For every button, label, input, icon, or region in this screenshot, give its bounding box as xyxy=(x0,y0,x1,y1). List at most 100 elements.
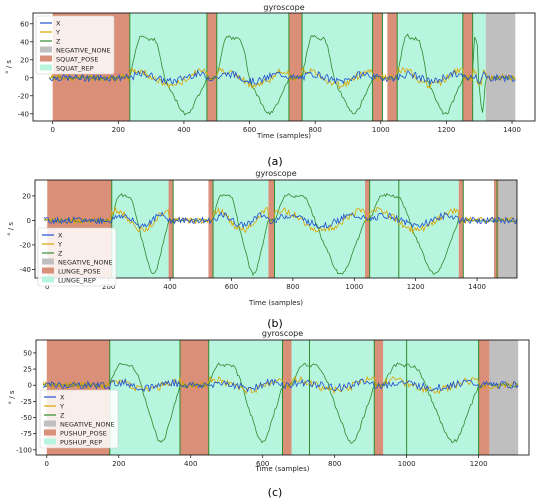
x-tick-label: 600 xyxy=(225,283,238,291)
negative-region xyxy=(489,340,519,455)
x-tick-label: 200 xyxy=(112,460,125,468)
rep-region xyxy=(129,13,207,121)
series-line-z xyxy=(44,192,517,277)
y-tick-label: 20 xyxy=(22,192,31,200)
x-tick-label: 800 xyxy=(328,460,341,468)
pose-region xyxy=(179,340,209,455)
pose-region xyxy=(493,180,499,278)
y-tick-label: 0 xyxy=(27,217,31,225)
pose-region xyxy=(282,340,292,455)
y-tick-label: -20 xyxy=(20,241,31,249)
y-tick-label: -75 xyxy=(21,430,32,438)
x-tick-label: 400 xyxy=(184,460,197,468)
legend-box xyxy=(39,389,119,449)
x-tick-label: 1200 xyxy=(470,460,488,468)
pose-region xyxy=(268,180,275,278)
x-tick-label: 600 xyxy=(256,460,269,468)
y-tick-label: -50 xyxy=(21,414,32,422)
legend-label-y: Y xyxy=(55,29,60,37)
pose-region xyxy=(206,13,217,121)
y-tick-label: 0 xyxy=(28,382,32,390)
pose-region xyxy=(168,180,174,278)
legend-patch-rep xyxy=(42,276,54,283)
x-tick-label: 0 xyxy=(50,126,54,134)
axes-frame xyxy=(34,179,518,279)
legend-box xyxy=(35,15,115,75)
y-tick-label: 25 xyxy=(23,366,32,374)
x-tick-label: 1000 xyxy=(398,460,416,468)
series-line-x xyxy=(42,377,519,393)
y-axis-label: ° / s xyxy=(5,60,13,74)
y-tick-label: 20 xyxy=(20,56,29,64)
legend-patch-rep xyxy=(44,438,56,445)
legend-label-rep: PUSHUP_REP xyxy=(60,439,102,447)
chart-title: gyroscope xyxy=(263,3,304,12)
pose-region xyxy=(288,13,303,121)
negative-region xyxy=(485,13,516,121)
chart-title: gyroscope xyxy=(262,329,303,338)
pose-region xyxy=(208,180,214,278)
y-tick-label: 50 xyxy=(23,349,32,357)
x-tick-label: 1200 xyxy=(437,126,455,134)
pose-region xyxy=(387,13,398,121)
x-axis-label: Time (samples) xyxy=(256,132,311,140)
pose-region xyxy=(374,340,384,455)
y-tick-label: -40 xyxy=(20,266,31,274)
chart-panel-c: 0 200 400 600 800 1000 1200 -100 -75 -50 -25 0 25 50 g… xyxy=(8,329,530,499)
y-axis-label: ° / s xyxy=(8,390,16,404)
legend-label-negative: NEGATIVE_NONE xyxy=(58,259,113,267)
legend-label-rep: LUNGE_REP xyxy=(58,277,96,285)
panel-caption: (a) xyxy=(267,155,282,168)
legend-label-pose: PUSHUP_POSE xyxy=(60,430,107,438)
series-line-x xyxy=(43,211,517,229)
x-tick-label: 1400 xyxy=(468,283,486,291)
pose-region xyxy=(478,340,490,455)
y-tick-label: -25 xyxy=(21,398,32,406)
pose-region xyxy=(458,180,464,278)
legend-patch-pose xyxy=(44,429,56,436)
x-tick-label: 800 xyxy=(286,283,299,291)
series-line-y xyxy=(42,375,519,395)
x-tick-label: 800 xyxy=(308,126,321,134)
series-line-y xyxy=(44,206,517,235)
x-tick-label: 400 xyxy=(163,283,176,291)
x-tick-label: 1200 xyxy=(407,283,425,291)
pose-region xyxy=(462,13,473,121)
x-tick-label: 1000 xyxy=(345,283,363,291)
chart-panel-b: 0 200 400 600 800 1000 1200 1400 -40 -20 0 20 gyrosc… xyxy=(7,169,518,330)
plot-area xyxy=(42,340,519,455)
panel-caption: (b) xyxy=(267,317,283,330)
x-tick-label: 200 xyxy=(112,126,125,134)
y-tick-label: 60 xyxy=(20,20,29,28)
chart-panel-a: 0 200 400 600 800 1000 1200 1400 -40 -20 0 20 40 60 gy… xyxy=(5,3,536,168)
x-tick-label: 1400 xyxy=(503,126,521,134)
y-tick-label: 40 xyxy=(20,38,29,46)
y-tick-label: -40 xyxy=(18,110,29,118)
rep-region xyxy=(397,13,463,121)
x-tick-label: 0 xyxy=(45,283,49,291)
y-tick-label: -20 xyxy=(18,92,29,100)
legend-label-x: X xyxy=(60,394,65,402)
x-axis-label: Time (samples) xyxy=(255,465,310,473)
rep-region xyxy=(302,13,373,121)
legend-label-pose: SQUAT_POSE xyxy=(56,56,98,64)
panel-caption: (c) xyxy=(268,486,283,499)
legend-patch-negative xyxy=(42,258,54,265)
y-axis-label: ° / s xyxy=(7,222,15,236)
chart-title: gyroscope xyxy=(255,169,296,178)
series-line-z xyxy=(42,362,519,444)
legend-label-z: Z xyxy=(60,412,65,420)
rep-region xyxy=(216,13,289,121)
axes-frame xyxy=(35,339,530,456)
x-axis-label: Time (samples) xyxy=(248,299,303,307)
x-tick-label: 600 xyxy=(243,126,256,134)
legend-label-rep: SQUAT_REP xyxy=(56,65,94,73)
negative-region xyxy=(498,180,517,278)
x-tick-label: 200 xyxy=(102,283,115,291)
legend-label-negative: NEGATIVE_NONE xyxy=(60,421,115,429)
x-tick-label: 400 xyxy=(177,126,190,134)
plot-area xyxy=(49,13,516,121)
legend-patch-negative xyxy=(44,420,56,427)
legend-label-y: Y xyxy=(59,403,64,411)
